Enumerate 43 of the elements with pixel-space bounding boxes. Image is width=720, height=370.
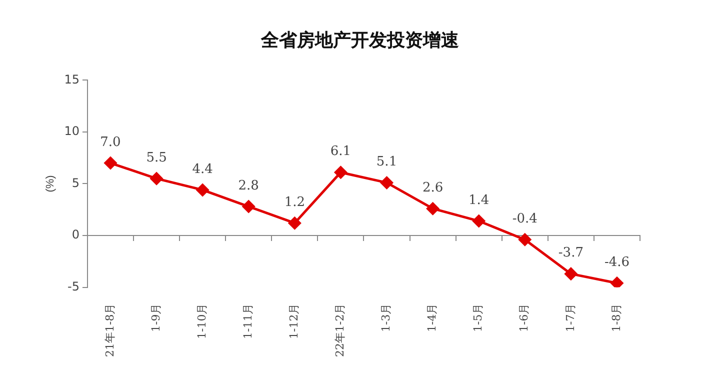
data-label: 5.5 <box>146 150 167 166</box>
x-tick-label: 1-9月 <box>149 303 162 332</box>
x-tick-label: 1-7月 <box>564 303 577 332</box>
y-axis-title: (%) <box>44 175 57 192</box>
point <box>564 268 578 280</box>
x-tick-label: 21年1-8月 <box>103 303 116 358</box>
point <box>472 214 486 228</box>
data-label: 6.1 <box>330 144 352 160</box>
data-label: 7.0 <box>100 134 121 150</box>
x-tick-label: 1-3月 <box>380 303 393 332</box>
data-label: -0.4 <box>512 212 538 227</box>
data-label: 5.1 <box>376 154 398 170</box>
data-label: 2.6 <box>422 180 444 196</box>
data-label: 1.4 <box>468 192 490 208</box>
x-tick-label: 1-5月 <box>472 303 485 332</box>
point <box>196 184 209 196</box>
x-tick-label: 1-10月 <box>195 303 208 340</box>
data-label: 2.8 <box>238 178 259 194</box>
x-tick-label: 22年1-2月 <box>334 303 347 358</box>
data-label: 1.2 <box>284 194 306 210</box>
chart-title: 全省房地产开发投资增速 <box>260 29 460 52</box>
data-label: -3.7 <box>558 246 584 261</box>
point <box>334 166 347 179</box>
x-tick-label: 1-4月 <box>426 303 439 332</box>
point <box>610 276 624 288</box>
x-tick-label: 1-11月 <box>241 303 254 340</box>
point <box>380 176 394 189</box>
x-tick-label: 1-6月 <box>518 303 531 332</box>
y-tick-label: 0 <box>72 228 80 242</box>
x-tick-label: 1-12月 <box>288 303 301 340</box>
x-tick-label: 1-8月 <box>610 303 623 332</box>
point <box>150 172 163 185</box>
y-tick-label: 10 <box>64 124 80 138</box>
y-tick-label: 15 <box>64 72 80 86</box>
point <box>242 200 255 213</box>
data-label: 4.4 <box>192 162 213 177</box>
data-label: -4.6 <box>604 255 630 270</box>
point <box>518 233 532 246</box>
y-tick-label: 5 <box>72 176 80 190</box>
point <box>426 202 440 215</box>
point <box>104 156 117 170</box>
point <box>288 216 301 230</box>
y-tick-label: -5 <box>68 279 80 294</box>
